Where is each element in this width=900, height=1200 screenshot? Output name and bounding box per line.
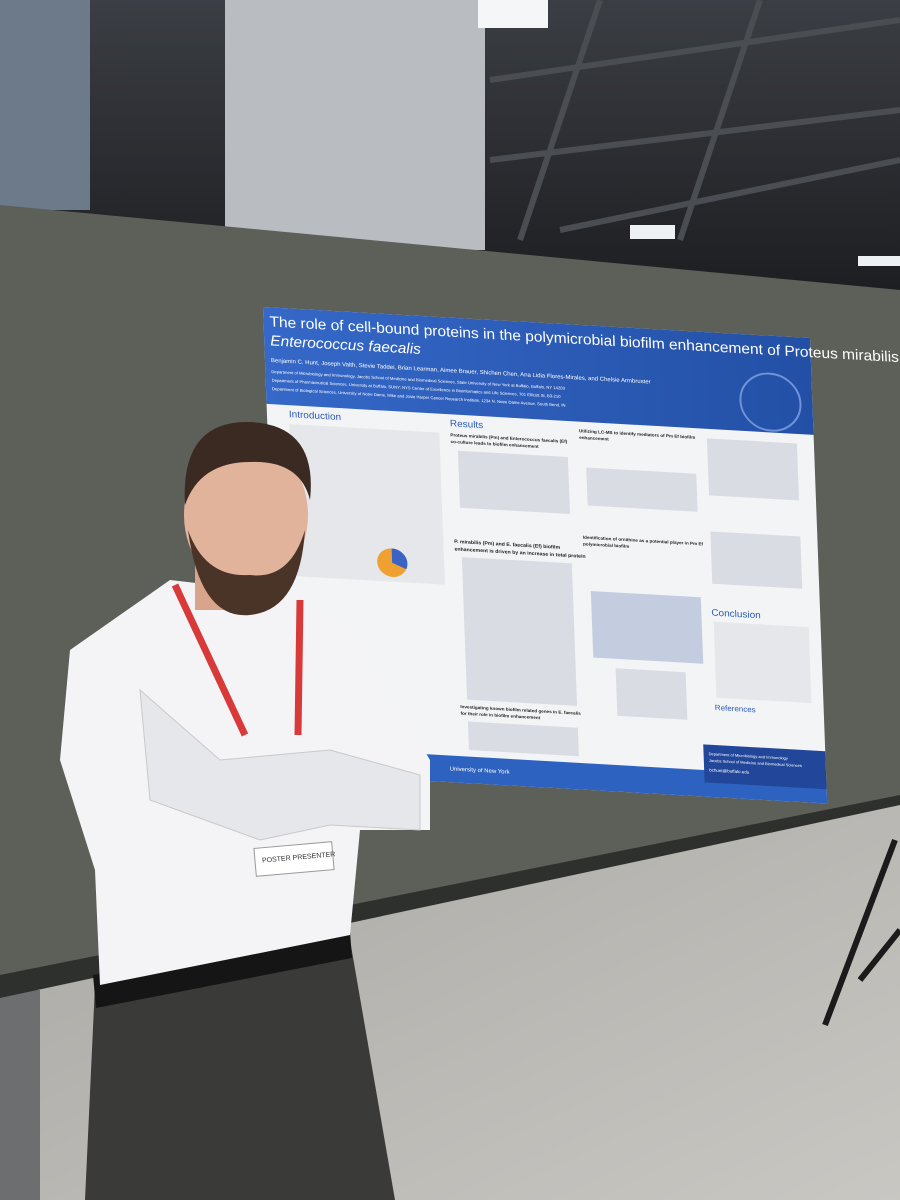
university-seal <box>739 372 802 432</box>
light <box>630 225 675 239</box>
result-heading: Investigating known biofilm related gene… <box>460 704 581 716</box>
result-heading: Proteus mirabilis (Pm) and Enterococcus … <box>450 432 568 444</box>
belt <box>93 932 352 1008</box>
hair <box>184 421 311 505</box>
contact-box <box>703 744 827 790</box>
result-heading: Identification of ornithine as a potenti… <box>583 535 704 547</box>
pants <box>85 940 395 1200</box>
beard <box>188 530 305 616</box>
figure <box>710 531 803 589</box>
figure <box>615 668 688 720</box>
footer-email: bchunt@buffalo.edu <box>709 768 750 775</box>
figure <box>706 438 800 501</box>
conclusion-text-block <box>713 621 812 704</box>
poster: The role of cell-bound proteins in the p… <box>263 307 900 804</box>
figure <box>461 557 578 706</box>
light <box>858 256 900 266</box>
truss <box>489 0 900 241</box>
intro-text-block <box>289 424 445 585</box>
result-heading: enhancement <box>579 435 609 442</box>
poster-header <box>263 307 814 435</box>
figures <box>289 424 812 757</box>
badge <box>253 841 335 877</box>
section-heading: Results <box>450 419 484 432</box>
result-heading: co-culture leads to biofilm enhancement <box>450 439 539 449</box>
light <box>478 0 548 28</box>
figure <box>457 450 571 515</box>
result-heading: polymicrobial biofilm <box>583 541 629 548</box>
lanyard <box>171 583 304 737</box>
pie-figure-slice <box>391 548 408 570</box>
carpet <box>0 990 40 1200</box>
footer-department: Department of Microbiology and Immunolog… <box>708 751 788 760</box>
result-heading: for their role in biofilm enhancement <box>460 711 540 720</box>
person: POSTER PRESENTER <box>60 421 430 1200</box>
pillar <box>225 0 485 250</box>
result-heading: P. mirabilis (Pm) and E. faecalis (Ef) b… <box>454 539 561 551</box>
face <box>184 440 308 590</box>
footer-school: Jacobs School of Medicine and Biomedical… <box>709 758 802 768</box>
result-heading: Utilizing LC-MS to identify mediators of… <box>579 428 696 439</box>
figure <box>586 467 698 512</box>
section-heading: References <box>715 703 756 714</box>
section-heading: Conclusion <box>711 608 761 622</box>
table <box>590 591 704 664</box>
footer-university: University of New York <box>450 766 510 775</box>
window <box>0 0 90 210</box>
section-heading: Introduction <box>289 409 342 423</box>
easel <box>822 838 900 1027</box>
figure <box>467 721 579 757</box>
crossed-arms <box>139 688 421 841</box>
